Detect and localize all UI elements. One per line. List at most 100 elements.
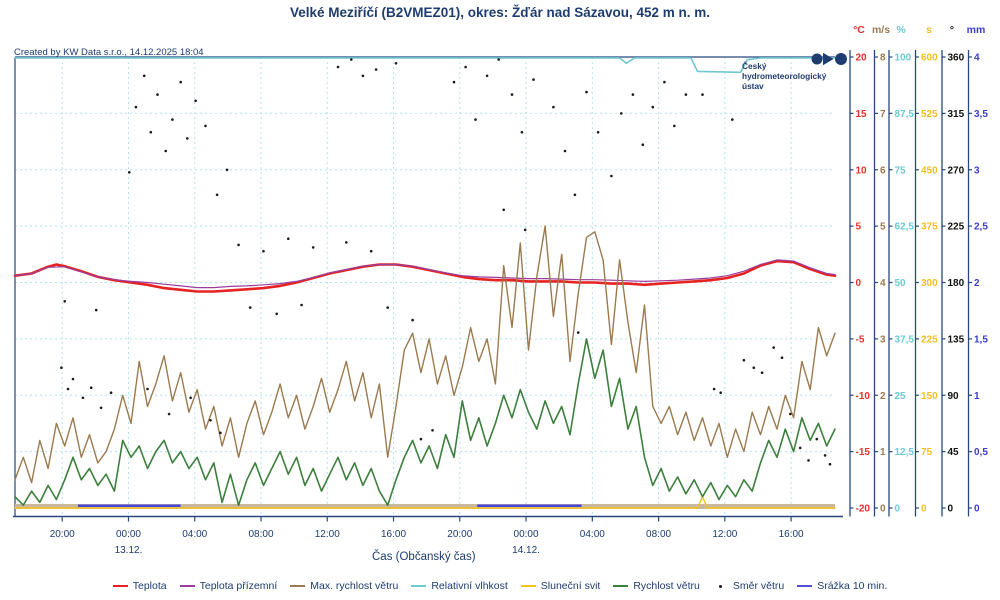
y-tick-label: 50 [895,278,907,289]
x-axis-title: Čas (Občanský čas) [372,551,476,563]
date-label: 13.12. [115,545,143,556]
y-axis-temperature: °C 20 15 10 5 0 -5 -10 -15 -20 [849,24,871,517]
x-tick-label: 12:00 [712,529,737,540]
y-tick-label: 15 [856,109,868,120]
y-axis-direction: ° 360 315 270 225 180 135 90 45 0 [941,24,965,517]
y-tick-label: 25 [895,391,907,402]
legend-item: Teplota [112,580,167,592]
y-tick-label: 6 [880,165,886,176]
y-tick-label: 180 [948,278,965,289]
y-tick-label: 225 [921,334,938,345]
y-tick-label: 0 [895,504,901,515]
legend-item: Sluneční svit [520,580,601,592]
y-tick-label: 2 [880,391,886,402]
legend-item: Rychlost větru [613,580,700,592]
y-tick-label: -20 [856,504,871,515]
axis-unit-temperature: °C [853,24,865,36]
axis-unit-wind: m/s [872,24,890,36]
y-tick-label: 45 [948,447,960,458]
date-label: 14.12. [512,545,540,556]
y-tick-label: 5 [856,222,862,233]
x-tick-label: 04:00 [182,529,207,540]
axis-unit-direction: ° [950,24,954,36]
x-tick-label: 00:00 [116,529,141,540]
y-tick-label: 100 [895,53,912,64]
y-tick-label: 375 [921,222,938,233]
y-tick-label: 2 [974,278,980,289]
legend-label: Relativní vlhkost [431,580,508,592]
y-tick-label: 300 [921,278,938,289]
x-tick-label: 12:00 [315,529,340,540]
chmi-logo-text: Český hydrometeorologický ústav [742,61,852,91]
chmi-logo-line2: hydrometeorologický [742,70,827,81]
legend-label: Sluneční svit [540,580,601,592]
y-tick-label: 1 [880,447,886,458]
y-tick-label: 225 [948,222,965,233]
legend-item: Směr větru [713,580,784,592]
legend-swatch-line [613,585,629,587]
legend-item: Relativní vlhkost [411,580,508,592]
y-tick-label: 20 [856,53,868,64]
legend-swatch-line [520,585,536,587]
y-tick-label: 75 [921,447,933,458]
y-tick-label: 75 [895,165,907,176]
y-tick-label: 4 [974,53,980,64]
y-tick-label: 37,5 [895,334,915,345]
legend-item: Max. rychlost větru [290,580,398,592]
y-tick-label: 450 [921,165,938,176]
plot-frame [13,56,843,518]
baseline-band [15,504,835,509]
baseline-band [15,504,835,509]
y-tick-label: 5 [880,222,886,233]
x-tick-label: 08:00 [248,529,273,540]
x-tick-label: 04:00 [580,529,605,540]
series-Teplota [13,259,837,293]
legend-swatch-line [797,585,813,587]
y-tick-label: 12,5 [895,447,915,458]
legend-swatch-line [411,585,427,587]
series-Teplota přízemní [14,259,836,289]
y-tick-label: 600 [921,53,938,64]
y-tick-label: 4 [880,278,886,289]
legend: Teplota Teplota přízemní Max. rychlost vět… [0,580,1000,592]
y-tick-label: 1,5 [974,334,988,345]
y-tick-label: 0 [974,504,980,515]
y-axis-humidity: % 100 87,5 75 62,5 50 37,5 25 12,5 0 [888,24,915,517]
series-Relativní vlhkost [14,57,836,74]
y-tick-label: 7 [880,109,886,120]
chmi-logo-mark [811,52,847,66]
axis-unit-precipitation: mm [967,24,986,36]
series-Max. rychlost větru [14,225,836,484]
y-tick-label: 315 [948,109,965,120]
x-tick-label: 20:00 [50,529,75,540]
y-tick-label: -5 [856,334,865,345]
legend-label: Max. rychlost větru [310,580,399,592]
legend-swatch-line [112,585,128,587]
x-tick-label: 00:00 [514,529,539,540]
page-title: Velké Meziříčí (B2VMEZ01), okres: Žďár n… [289,5,711,20]
y-tick-label: -15 [856,447,871,458]
y-axis-wind: m/s 8 7 6 5 4 3 2 1 0 [872,24,890,517]
series-Rychlost větru [14,338,836,507]
y-tick-label: 90 [948,391,960,402]
legend-item: Teplota přízemní [179,580,277,592]
y-tick-label: 150 [921,391,938,402]
y-tick-label: 10 [856,165,868,176]
y-tick-label: 360 [948,53,965,64]
legend-swatch-dot [718,584,722,588]
y-axis-precipitation: mm 4 3,5 3 2,5 2 1,5 1 0,5 0 [967,24,988,517]
legend-swatch-line [179,585,195,587]
y-tick-label: -10 [856,391,871,402]
y-tick-label: 3 [974,165,980,176]
legend-label: Rychlost větru [633,580,700,592]
y-tick-label: 87,5 [895,109,915,120]
y-tick-label: 3 [880,334,886,345]
y-tick-label: 2,5 [974,222,988,233]
x-tick-label: 16:00 [381,529,406,540]
created-by-watermark: Created by KW Data s.r.o., 14.12.2025 18… [14,47,204,58]
legend-item: Srážka 10 min. [797,580,887,592]
y-tick-label: 3,5 [974,109,988,120]
legend-swatch-line [290,585,306,587]
